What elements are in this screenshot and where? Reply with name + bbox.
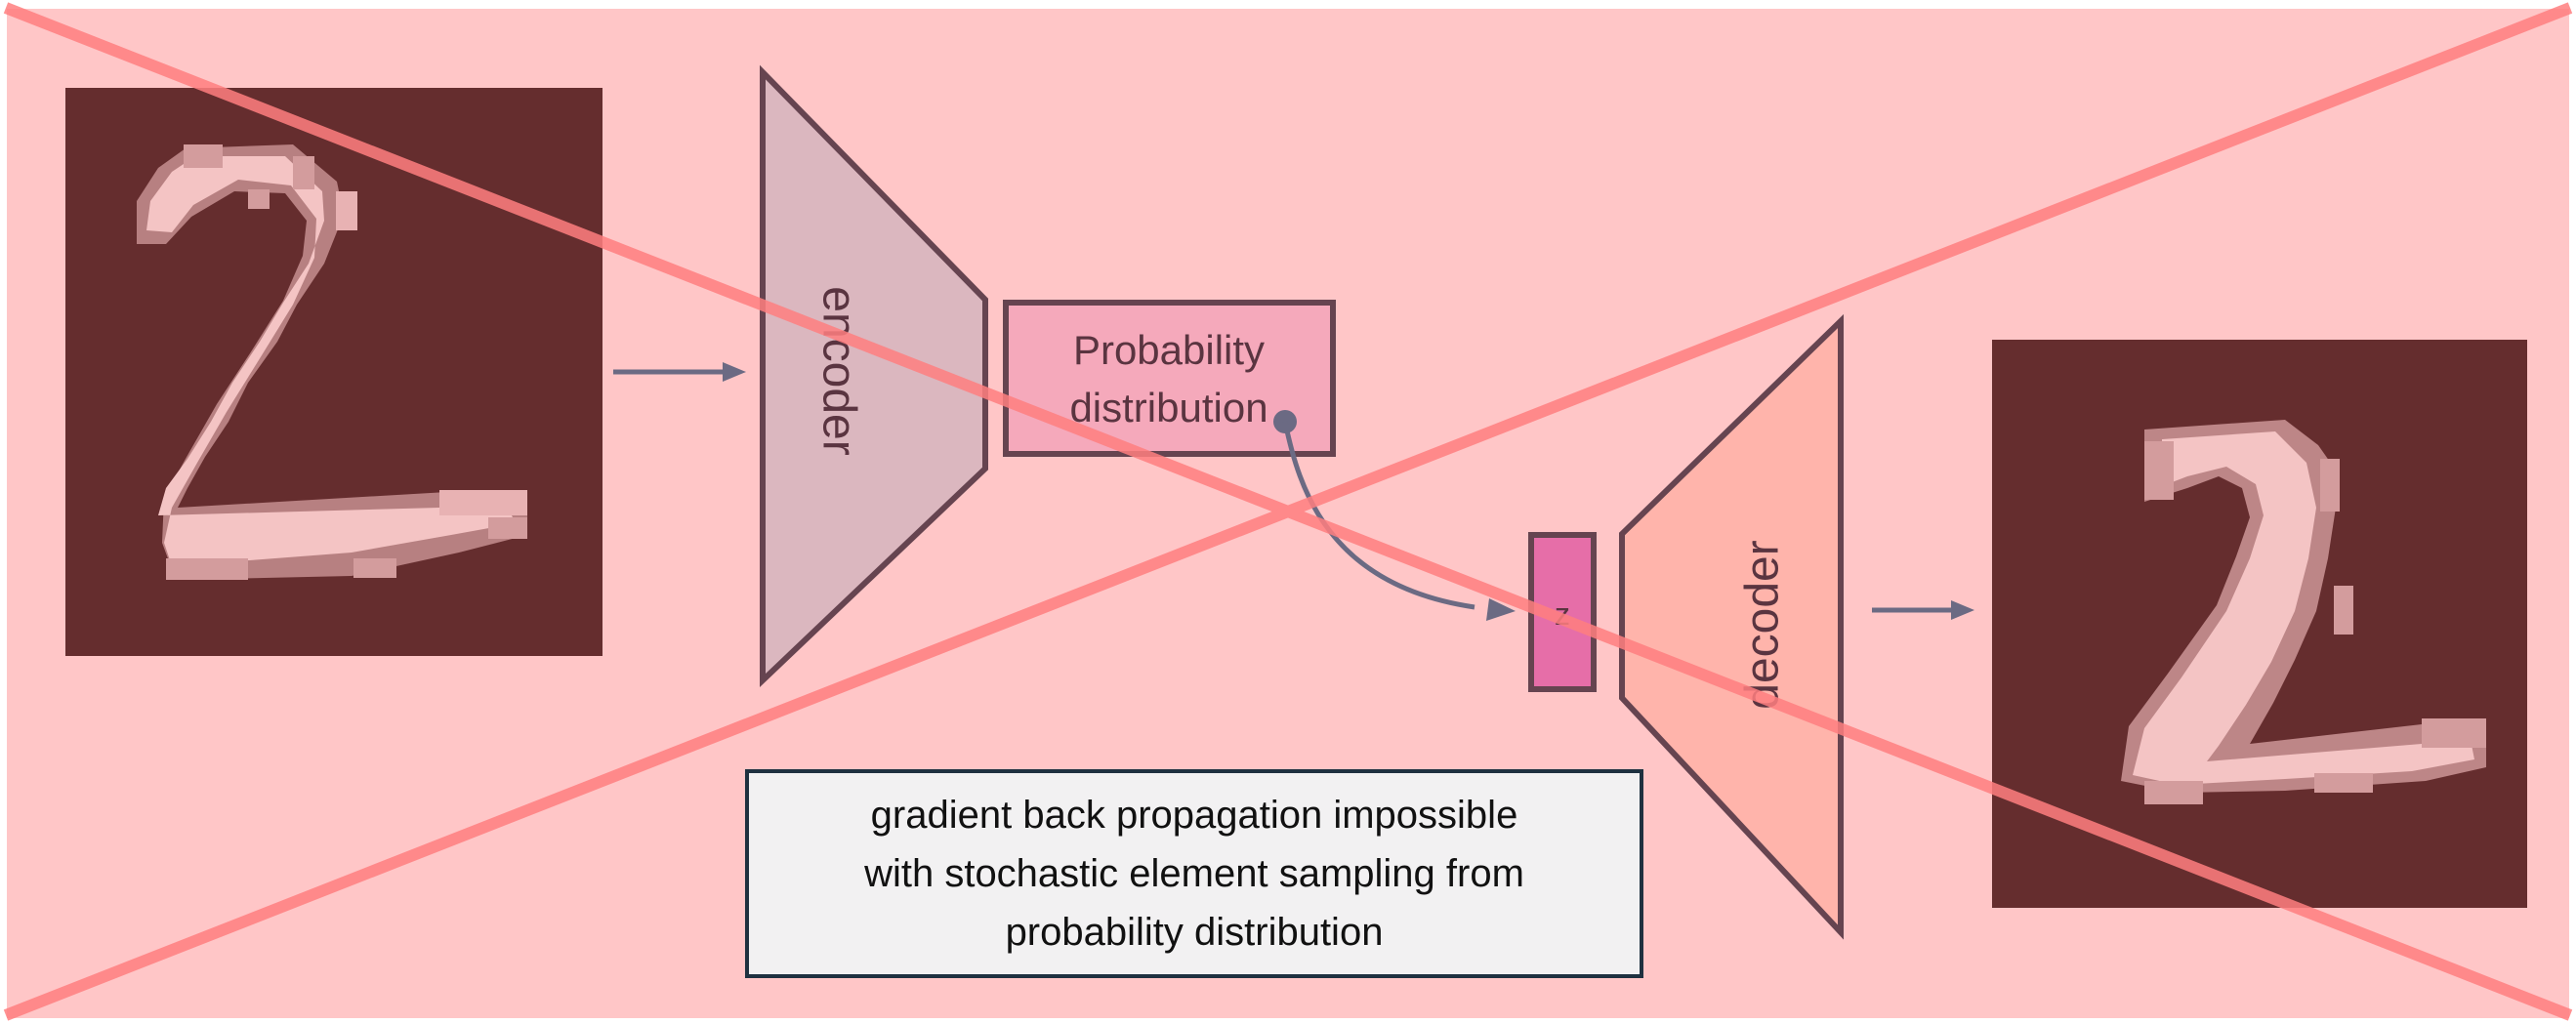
cross-line-ascending [3,2,2573,1021]
cross-overlay [3,2,2573,1021]
note-line-3: probability distribution [1006,911,1384,954]
input-digit-strokes [137,144,527,580]
probability-distribution-box: Probability distribution [1003,300,1336,457]
encoder-block: encoder [760,64,988,687]
output-arrow [1872,600,1974,620]
distribution-label-line2: distribution [1069,385,1267,430]
output-digit-image [1992,340,2527,908]
note-line-2: with stochastic element sampling from [863,852,1524,895]
note-line-1: gradient back propagation impossible [871,794,1518,837]
input-arrow [613,362,746,382]
decoder-label: decoder [1737,540,1789,709]
output-digit-strokes [2121,420,2486,804]
input-digit-image [65,88,602,656]
note-box: gradient back propagation impossible wit… [745,769,1643,978]
distribution-label-line1: Probability [1073,327,1265,373]
encoder-label: encoder [812,286,864,455]
